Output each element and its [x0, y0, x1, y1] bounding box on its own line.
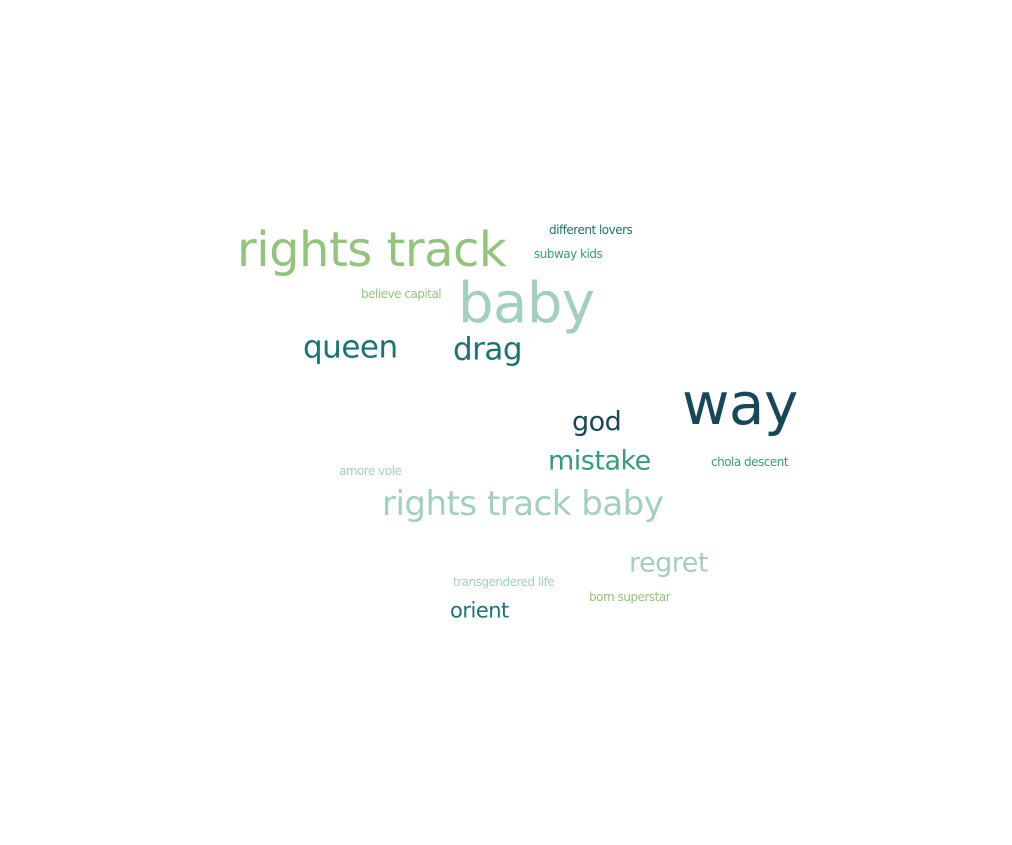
word-rights-track: rights track [237, 222, 507, 278]
word-chola-descent: chola descent [711, 455, 789, 469]
word-transgendered-life: transgendered life [453, 575, 555, 589]
word-baby: baby [458, 271, 595, 336]
word-born-superstar: born superstar [589, 590, 671, 604]
word-believe-capital: believe capital [361, 287, 442, 301]
word-different-lovers: different lovers [549, 223, 633, 237]
word-regret: regret [629, 547, 708, 579]
word-way: way [682, 370, 798, 438]
word-amore-vole: amore vole [339, 464, 402, 478]
word-orient: orient [450, 598, 509, 623]
word-subway-kids: subway kids [534, 247, 603, 261]
word-mistake: mistake [548, 445, 651, 477]
word-god: god [572, 406, 622, 438]
word-queen: queen [303, 329, 398, 366]
word-rights-track-baby: rights track baby [382, 484, 664, 524]
word-drag: drag [453, 331, 523, 368]
